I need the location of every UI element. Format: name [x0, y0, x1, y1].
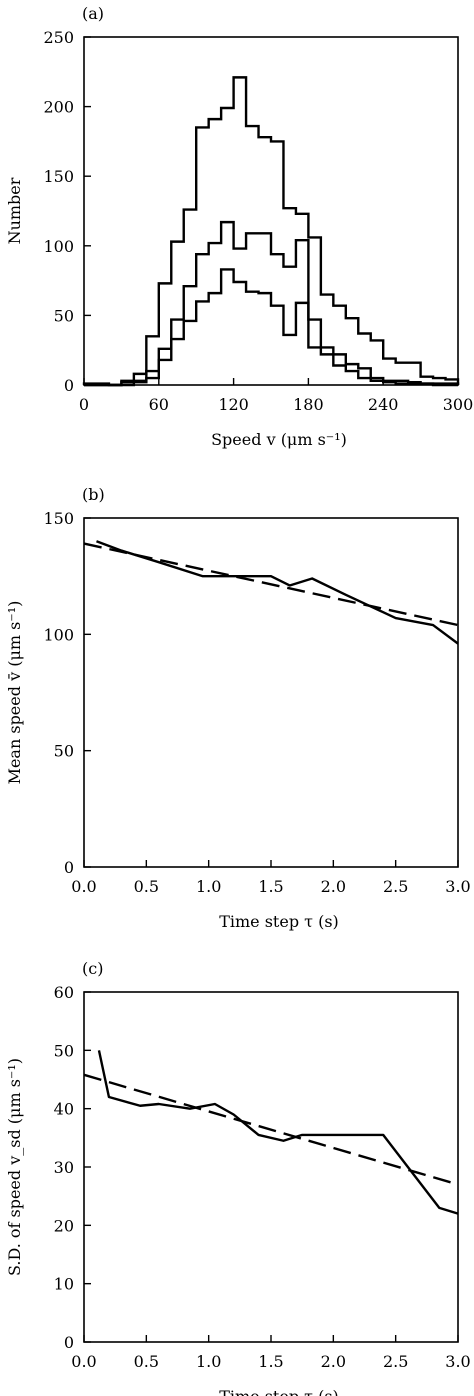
- y-tick-label: 30: [54, 1158, 74, 1177]
- y-axis-label: Number: [5, 177, 24, 244]
- x-tick-label: 60: [149, 395, 169, 414]
- chart-panel-1: (a) 0 60 120 180 240 300 0 50 100 150 200 250 Speed v…: [5, 4, 473, 449]
- y-tick-label: 60: [54, 983, 74, 1002]
- panel-label: (c): [82, 959, 103, 978]
- fit-line-dashed: [83, 1073, 459, 1186]
- y-tick-label: 50: [54, 1041, 74, 1060]
- x-tick-label: 1.0: [196, 1352, 221, 1371]
- data-line-solid: [96, 540, 459, 645]
- panel-label: (a): [82, 4, 104, 23]
- x-tick-label: 1.0: [196, 877, 221, 896]
- y-tick-label: 100: [43, 237, 74, 256]
- x-tick-label: 240: [368, 395, 399, 414]
- x-tick-label: 1.5: [258, 1352, 283, 1371]
- y-tick-label: 20: [54, 1216, 74, 1235]
- x-tick-label: 0.0: [71, 877, 96, 896]
- y-tick-label: 200: [43, 98, 74, 117]
- x-tick-label: 120: [218, 395, 249, 414]
- x-tick-label: 2.5: [383, 1352, 408, 1371]
- x-tick-label: 180: [293, 395, 324, 414]
- x-tick-label: 0.0: [71, 1352, 96, 1371]
- x-axis-label: Time step τ (s): [219, 1387, 339, 1396]
- y-tick-label: 0: [64, 1333, 74, 1352]
- y-tick-label: 40: [54, 1100, 74, 1119]
- x-tick-label: 3.0: [445, 877, 470, 896]
- plot-frame: [83, 517, 459, 868]
- x-tick-label: 3.0: [445, 1352, 470, 1371]
- histogram-series-3: [84, 268, 458, 387]
- histogram-series-1: [82, 76, 460, 387]
- x-tick-label: 0.5: [134, 877, 159, 896]
- data-line-solid: [97, 1050, 459, 1215]
- y-axis-label: S.D. of speed v_sd (μm s⁻¹): [5, 1058, 24, 1276]
- y-tick-label: 10: [54, 1275, 74, 1294]
- y-tick-label: 0: [64, 858, 74, 877]
- y-tick-label: 150: [43, 167, 74, 186]
- x-axis-label: Speed v (μm s⁻¹): [211, 430, 347, 449]
- y-tick-label: 250: [43, 28, 74, 47]
- y-tick-label: 50: [54, 306, 74, 325]
- panel-label: (b): [82, 485, 105, 504]
- x-tick-label: 300: [443, 395, 474, 414]
- y-tick-label: 50: [54, 742, 74, 761]
- y-tick-label: 100: [43, 625, 74, 644]
- fit-line-dashed: [83, 542, 459, 627]
- y-tick-label: 0: [64, 376, 74, 395]
- x-tick-label: 0: [79, 395, 89, 414]
- x-axis-label: Time step τ (s): [219, 912, 339, 931]
- x-tick-label: 1.5: [258, 877, 283, 896]
- y-tick-label: 150: [43, 509, 74, 528]
- plot-frame: [83, 36, 459, 386]
- chart-panel-3: (c) 0.0 0.5 1.0 1.5 2.0 2.5 3.0 0 10 20 30 40 50 60 Tim…: [5, 959, 471, 1396]
- x-tick-label: 2.0: [321, 1352, 346, 1371]
- x-tick-label: 2.5: [383, 877, 408, 896]
- x-tick-label: 0.5: [134, 1352, 159, 1371]
- x-tick-label: 2.0: [321, 877, 346, 896]
- y-axis-label: Mean speed v̄ (μm s⁻¹): [5, 601, 24, 785]
- plot-frame: [83, 991, 459, 1343]
- chart-panel-2: (b) 0.0 0.5 1.0 1.5 2.0 2.5 3.0 0 50 100 150 Time st…: [5, 485, 471, 931]
